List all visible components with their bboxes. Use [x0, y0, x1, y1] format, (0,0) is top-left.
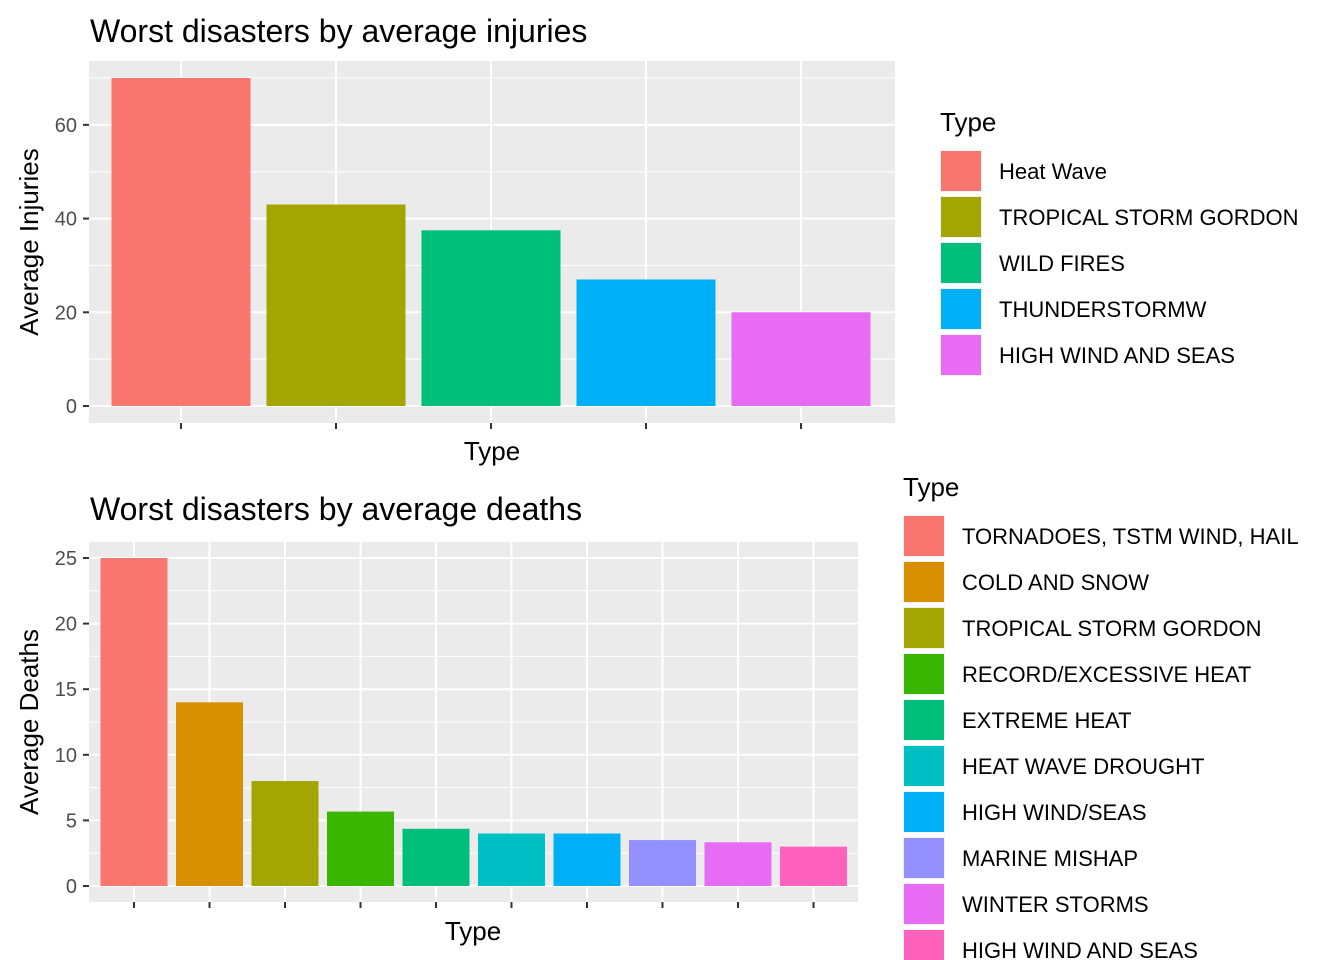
- legend-label: WINTER STORMS: [962, 892, 1149, 917]
- legend-label: HIGH WIND AND SEAS: [999, 343, 1235, 368]
- bar-4: [327, 811, 394, 886]
- y-tick-label: 0: [66, 876, 77, 898]
- legend-swatch: [904, 746, 944, 786]
- legend-title: Type: [903, 472, 959, 502]
- bar-3: [251, 781, 319, 886]
- bar-1: [100, 558, 168, 886]
- y-tick-label: 0: [66, 396, 77, 418]
- bar-10: [780, 846, 847, 886]
- y-tick-label: 15: [55, 679, 77, 701]
- legend-swatch: [904, 562, 944, 602]
- legend-swatch: [941, 151, 981, 191]
- bar-8: [629, 840, 696, 886]
- y-tick-label: 60: [55, 115, 77, 137]
- legend-swatch: [904, 930, 944, 960]
- y-axis-title: Average Deaths: [14, 629, 44, 815]
- legend-swatch: [941, 335, 981, 375]
- legend-swatch: [904, 608, 944, 648]
- chart-title: Worst disasters by average injuries: [90, 13, 587, 49]
- legend-swatch: [904, 516, 944, 556]
- legend-label: RECORD/EXCESSIVE HEAT: [962, 662, 1251, 687]
- legend-label: COLD AND SNOW: [962, 570, 1149, 595]
- bar-6: [478, 833, 545, 886]
- y-axis-title: Average Injuries: [14, 148, 44, 335]
- legend-label: HIGH WIND AND SEAS: [962, 938, 1198, 960]
- chart-panel-2: 0 5 10 15 20 25 Worst disasters by average dea…: [14, 472, 1299, 960]
- bar-7: [553, 833, 621, 886]
- chart-title: Worst disasters by average deaths: [90, 491, 582, 527]
- bar-5: [402, 828, 470, 886]
- legend-label: HIGH WIND/SEAS: [962, 800, 1147, 825]
- bar-5: [731, 312, 871, 406]
- bar-2: [176, 702, 243, 886]
- legend-swatch: [941, 197, 981, 237]
- legend-swatch: [941, 289, 981, 329]
- bar-9: [704, 842, 772, 886]
- bar-2: [266, 204, 406, 406]
- chart-panel-1: 0 20 40 60 Worst disasters by average injuri…: [14, 13, 1298, 466]
- y-tick-label: 10: [55, 745, 77, 767]
- legend-swatch: [904, 884, 944, 924]
- legend-label: EXTREME HEAT: [962, 708, 1132, 733]
- x-axis-title: Type: [445, 916, 501, 946]
- bar-3: [421, 230, 561, 406]
- legend-label: WILD FIRES: [999, 251, 1125, 276]
- bar-1: [111, 78, 251, 406]
- y-tick-label: 25: [55, 548, 77, 570]
- legend-label: MARINE MISHAP: [962, 846, 1138, 871]
- legend-title: Type: [940, 107, 996, 137]
- legend-label: Heat Wave: [999, 159, 1107, 184]
- legend-swatch: [904, 792, 944, 832]
- legend-label: THUNDERSTORMW: [999, 297, 1207, 322]
- legend-swatch: [941, 243, 981, 283]
- legend-label: TROPICAL STORM GORDON: [962, 616, 1261, 641]
- legend-label: HEAT WAVE DROUGHT: [962, 754, 1204, 779]
- legend-swatch: [904, 838, 944, 878]
- legend-swatch: [904, 654, 944, 694]
- legend-swatch: [904, 700, 944, 740]
- x-axis-title: Type: [464, 436, 520, 466]
- legend-label: TORNADOES, TSTM WIND, HAIL: [962, 524, 1299, 549]
- legend-label: TROPICAL STORM GORDON: [999, 205, 1298, 230]
- bar-4: [576, 279, 716, 406]
- y-tick-label: 40: [55, 209, 77, 231]
- y-tick-label: 20: [55, 614, 77, 636]
- y-tick-label: 5: [66, 810, 77, 832]
- y-tick-label: 20: [55, 302, 77, 324]
